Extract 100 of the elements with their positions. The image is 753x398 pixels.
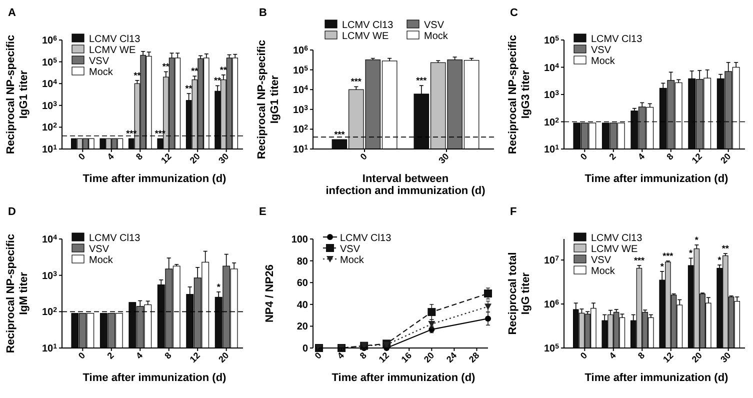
legend-label: LCMV Cl13 <box>340 233 392 244</box>
chart-title: A <box>8 7 16 19</box>
x-tick-label: 12 <box>188 350 202 364</box>
y-tick-label: 100 <box>291 234 308 246</box>
annotation: * <box>660 261 664 272</box>
legend-label: VSV <box>340 244 360 255</box>
x-tick-label: 0 <box>358 151 369 162</box>
x-tick-label: 8 <box>134 151 145 162</box>
x-tick-label: 0 <box>578 350 590 361</box>
y-tick-label: 40 <box>296 300 308 311</box>
legend-label: LCMV Cl13 <box>89 34 141 45</box>
x-tick-label: 16 <box>399 350 414 364</box>
x-tick-label: 0 <box>76 151 88 162</box>
y-tick-label: 10$^{7}$ <box>544 254 560 266</box>
y-tick-label: 10$^{2}$ <box>42 122 58 134</box>
legend-label: LCMV WE <box>591 244 638 255</box>
chart-title: C <box>510 7 518 19</box>
x-tick-label: 2 <box>607 151 618 162</box>
legend-label: LCMV WE <box>342 31 389 42</box>
x-axis-title: Interval between infection and immunization (d) <box>326 173 486 197</box>
x-axis-title: Time after immunization (d) <box>332 372 476 384</box>
y-tick-label: 10$^{6}$ <box>292 45 308 56</box>
x-tick-label: 30 <box>436 151 451 166</box>
annotation: ** <box>220 64 228 75</box>
y-tick-label: 10$^{1}$ <box>42 144 58 156</box>
legend-label: Mock <box>591 56 616 67</box>
y-tick-label: 10$^{3}$ <box>292 104 308 116</box>
annotation: *** <box>416 76 428 86</box>
legend-label: VSV <box>591 255 612 266</box>
x-tick-label: 2 <box>105 350 116 361</box>
annotation: *** <box>662 250 674 261</box>
x-tick-label: 20 <box>718 151 733 166</box>
y-tick-label: 60 <box>296 278 308 290</box>
legend-label: LCMV Cl13 <box>591 34 643 45</box>
y-axis-title: Reciprocal NP-specific IgM titer <box>5 234 30 354</box>
legend-label: LCMV WE <box>89 45 136 56</box>
x-tick-label: 4 <box>607 350 618 361</box>
y-axis-title: Reciprocal NP-specific IgG1 titer <box>5 34 30 154</box>
legend-label: Mock <box>340 255 365 266</box>
y-axis-title: Reciprocal total IgG titer <box>507 252 532 335</box>
x-tick-label: 20 <box>422 350 436 364</box>
x-tick-label: 24 <box>444 350 459 364</box>
x-tick-label: 0 <box>76 350 88 361</box>
y-tick-label: 10$^{6}$ <box>42 35 58 46</box>
y-tick-label: 10$^{5}$ <box>292 64 308 76</box>
x-axis-title: Time after immunization (d) <box>584 173 729 185</box>
y-tick-label: 10$^{5}$ <box>544 343 560 354</box>
x-tick-label: 12 <box>690 151 704 166</box>
annotation: ** <box>214 76 222 86</box>
annotation: *** <box>350 76 362 87</box>
legend-label: VSV <box>89 56 110 67</box>
y-tick-label: 80 <box>296 256 308 268</box>
x-tick-label: 8 <box>162 350 174 361</box>
x-tick-label: 4 <box>105 151 116 162</box>
annotation: * <box>694 234 699 245</box>
legend-label: VSV <box>591 45 612 56</box>
x-tick-label: 30 <box>718 350 733 364</box>
y-tick-label: 10$^{3}$ <box>42 270 58 282</box>
annotation: * <box>216 282 221 292</box>
legend-label: LCMV Cl13 <box>89 233 141 244</box>
x-tick-label: 0 <box>578 151 590 162</box>
y-tick-label: 10$^{5}$ <box>42 56 58 68</box>
x-tick-label: 4 <box>636 151 647 162</box>
y-tick-label: 10$^{1}$ <box>42 343 58 354</box>
x-tick-label: 4 <box>134 350 145 361</box>
chart-title: B <box>259 7 267 19</box>
x-tick-label: 28 <box>466 350 482 364</box>
annotation: * <box>689 248 694 258</box>
y-axis-title: NP4 / NP26 <box>264 264 276 323</box>
legend-label: LCMV Cl13 <box>591 233 643 244</box>
x-tick-label: 20 <box>188 151 202 166</box>
legend-label: Mock <box>424 31 449 42</box>
chart-title: E <box>259 206 266 218</box>
annotation: * <box>718 254 722 265</box>
x-tick-label: 4 <box>335 350 346 361</box>
y-axis-title: Reciprocal NP-specific IgG3 titer <box>507 34 532 154</box>
y-tick-label: 10$^{5}$ <box>544 35 560 46</box>
x-tick-label: 0 <box>312 350 324 361</box>
x-tick-label: 8 <box>664 151 676 162</box>
y-tick-label: 10$^{3}$ <box>544 90 560 101</box>
x-axis-title: Time after immunization (d) <box>584 372 729 384</box>
y-tick-label: 10$^{2}$ <box>544 116 560 128</box>
y-tick-label: 10$^{4}$ <box>42 234 58 246</box>
x-tick-label: 20 <box>216 350 231 364</box>
y-tick-label: 10$^{1}$ <box>544 144 560 156</box>
y-tick-label: 10$^{4}$ <box>544 62 560 74</box>
y-tick-label: 20 <box>296 322 308 333</box>
legend-label: Mock <box>89 67 114 78</box>
annotation: *** <box>334 130 346 140</box>
legend-label: Mock <box>89 255 114 266</box>
y-tick-label: 10$^{4}$ <box>292 84 308 96</box>
x-tick-label: 12 <box>376 350 392 364</box>
annotation: ** <box>162 62 170 72</box>
x-tick-label: 20 <box>690 350 704 364</box>
legend-label: Mock <box>591 266 616 277</box>
legend-label: VSV <box>89 244 110 255</box>
x-tick-label: 30 <box>216 151 231 166</box>
y-tick-label: 10$^{6}$ <box>544 298 560 310</box>
annotation: *** <box>634 255 645 266</box>
y-tick-label: 10$^{1}$ <box>292 144 308 156</box>
